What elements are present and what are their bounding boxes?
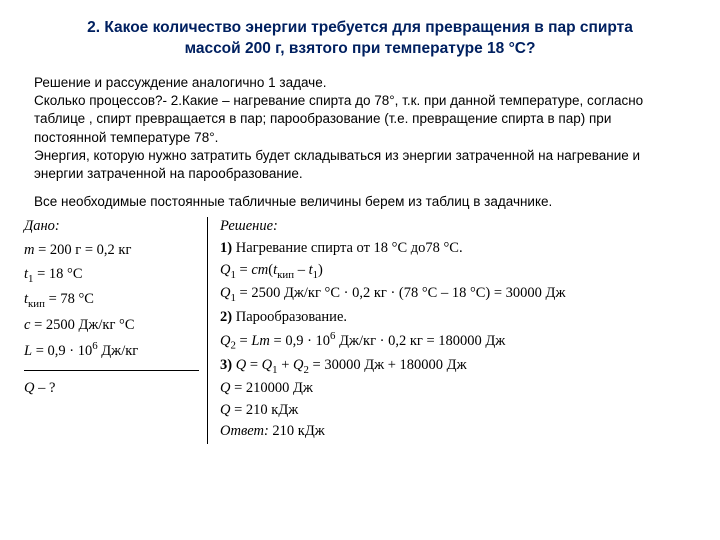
problem-title: 2. Какое количество энергии требуется дл… xyxy=(24,18,696,60)
given-L: L = 0,9 · 106 Дж/кг xyxy=(24,339,199,361)
discussion-block: Решение и рассуждение аналогично 1 задач… xyxy=(34,74,686,183)
given-c: c = 2500 Дж/кг °C xyxy=(24,316,199,336)
given-column: Дано: m = 200 г = 0,2 кг t1 = 18 °C tкип… xyxy=(24,217,207,443)
discussion-p2: Сколько процессов?- 2.Какие – нагревание… xyxy=(34,92,686,147)
step1-f1: Q1 = cm(tкип – t1) xyxy=(220,261,696,283)
discussion-p3: Энергия, которую нужно затратить будет с… xyxy=(34,147,686,183)
given-t1: t1 = 18 °C xyxy=(24,265,199,287)
discussion-p1: Решение и рассуждение аналогично 1 задач… xyxy=(34,74,686,92)
step2-title: 2) Парообразование. xyxy=(220,308,696,328)
title-line-1: 2. Какое количество энергии требуется дл… xyxy=(87,19,633,36)
step2-f1: Q2 = Lm = 0,9 · 106 Дж/кг · 0,2 кг = 180… xyxy=(220,329,696,353)
given-head: Дано: xyxy=(24,217,199,237)
given-tkip: tкип = 78 °C xyxy=(24,290,199,312)
given-divider xyxy=(24,370,199,371)
step1-f2: Q1 = 2500 Дж/кг °C · 0,2 кг · (78 °C – 1… xyxy=(220,284,696,306)
step3-f2: Q = 210000 Дж xyxy=(220,379,696,399)
tables-note: Все необходимые постоянные табличные вел… xyxy=(34,193,686,211)
title-line-2: массой 200 г, взятого при температуре 18… xyxy=(185,40,536,57)
given-find: Q – ? xyxy=(24,379,199,399)
step1-title: 1) Нагревание спирта от 18 °C до78 °C. xyxy=(220,239,696,259)
solution-column: Решение: 1) Нагревание спирта от 18 °C д… xyxy=(207,217,696,443)
step3-f1: 3) Q = Q1 + Q2 = 30000 Дж + 180000 Дж xyxy=(220,356,696,378)
answer: Ответ: 210 кДж xyxy=(220,422,696,442)
solution-wrap: Дано: m = 200 г = 0,2 кг t1 = 18 °C tкип… xyxy=(24,217,696,443)
given-m: m = 200 г = 0,2 кг xyxy=(24,241,199,261)
solution-head: Решение: xyxy=(220,217,696,237)
step3-f3: Q = 210 кДж xyxy=(220,401,696,421)
